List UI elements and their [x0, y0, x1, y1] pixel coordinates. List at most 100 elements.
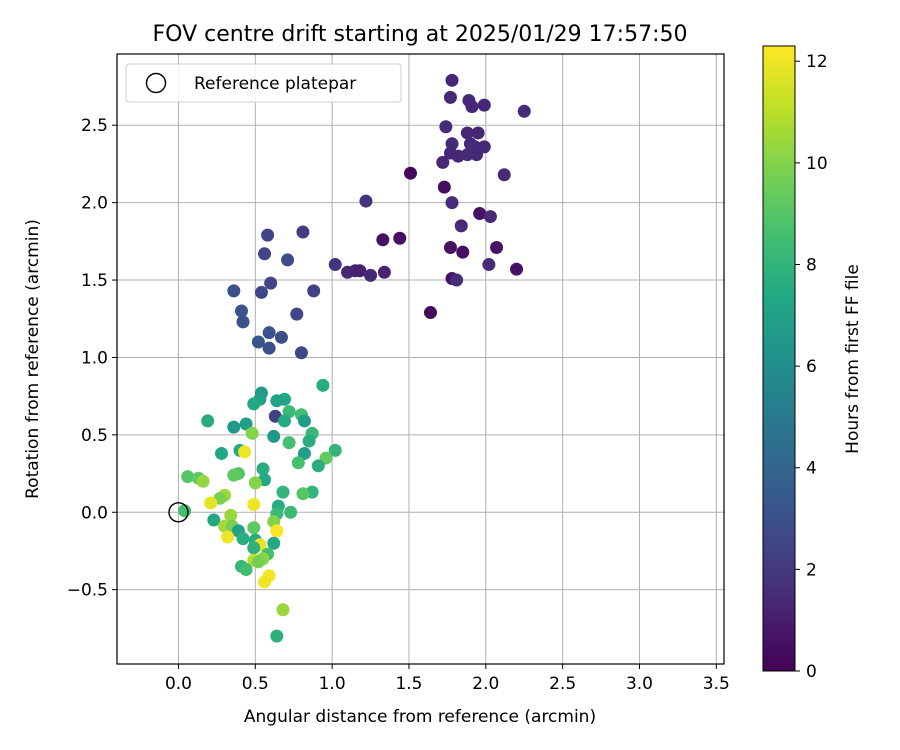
- data-point: [443, 241, 457, 255]
- data-point: [281, 253, 295, 267]
- data-point: [297, 414, 311, 428]
- data-point: [258, 247, 272, 261]
- data-point: [353, 264, 367, 278]
- y-tick-label: 2.0: [81, 194, 108, 214]
- y-axis-ticks: −0.5 0.0 0.5 1.0 1.5 2.0 2.5: [67, 116, 117, 601]
- data-point: [227, 284, 241, 298]
- data-point: [436, 155, 450, 169]
- data-point: [456, 245, 470, 259]
- data-point: [465, 100, 479, 114]
- data-point: [227, 420, 241, 434]
- x-tick-label: 3.5: [703, 674, 730, 694]
- colorbar: 0 2 4 6 8 10 12 Hours from first FF file: [762, 45, 863, 682]
- data-point: [256, 462, 270, 476]
- data-point: [276, 603, 290, 617]
- data-point: [274, 330, 288, 344]
- data-point: [294, 346, 308, 360]
- data-point: [270, 394, 284, 408]
- data-point: [196, 474, 210, 488]
- colorbar-ticks: 0 2 4 6 8 10 12: [795, 52, 828, 682]
- data-point: [248, 476, 262, 490]
- data-point: [296, 225, 310, 239]
- plot-frame: [116, 53, 725, 665]
- data-point: [262, 326, 276, 340]
- legend-marker-reference: [145, 72, 167, 94]
- x-tick-label: 0.5: [242, 674, 269, 694]
- data-points: [168, 73, 531, 643]
- data-point: [291, 456, 305, 470]
- data-point: [227, 468, 241, 482]
- data-point: [477, 98, 491, 112]
- data-point: [517, 104, 531, 118]
- y-tick-label: 0.0: [81, 503, 108, 523]
- data-point: [239, 417, 253, 431]
- data-point: [423, 306, 437, 320]
- x-tick-label: 0.0: [165, 674, 192, 694]
- data-point: [276, 485, 290, 499]
- chart-title: FOV centre drift starting at 2025/01/29 …: [153, 22, 688, 47]
- data-point: [270, 524, 284, 538]
- data-point: [510, 262, 524, 276]
- data-point: [359, 194, 373, 208]
- data-point: [247, 498, 261, 512]
- data-point: [258, 575, 272, 589]
- data-point: [224, 508, 238, 522]
- data-point: [497, 168, 511, 182]
- data-point: [393, 231, 407, 245]
- data-point: [473, 206, 487, 220]
- y-tick-label: 0.5: [81, 426, 108, 446]
- y-tick-label: 1.5: [81, 271, 108, 291]
- x-tick-label: 2.0: [472, 674, 499, 694]
- x-tick-label: 3.0: [626, 674, 653, 694]
- legend-box: [125, 63, 402, 103]
- data-point: [278, 414, 292, 428]
- legend: Reference platepar: [125, 63, 402, 103]
- y-tick-label: 2.5: [81, 116, 108, 136]
- data-point: [490, 241, 504, 255]
- data-point: [470, 148, 484, 162]
- data-point: [307, 284, 321, 298]
- data-point: [261, 228, 275, 242]
- data-point: [471, 126, 485, 140]
- data-point: [247, 397, 261, 411]
- data-point: [450, 273, 464, 287]
- data-point: [234, 304, 248, 318]
- data-point: [214, 446, 228, 460]
- grid: [117, 54, 724, 664]
- y-tick-label: 1.0: [81, 348, 108, 368]
- data-point: [264, 276, 278, 290]
- data-point: [437, 180, 451, 194]
- data-point: [251, 555, 265, 569]
- data-point: [267, 429, 281, 443]
- colorbar-gradient: [762, 45, 796, 672]
- data-point: [376, 233, 390, 247]
- data-point: [207, 513, 221, 527]
- data-point: [236, 315, 250, 329]
- data-point: [247, 521, 261, 535]
- data-point: [316, 378, 330, 392]
- y-tick-label: −0.5: [67, 581, 108, 601]
- data-point: [297, 446, 311, 460]
- data-point: [238, 445, 252, 459]
- data-point: [282, 436, 296, 450]
- x-axis-ticks: 0.0 0.5 1.0 1.5 2.0 2.5 3.0 3.5: [165, 664, 730, 694]
- data-point: [296, 487, 310, 501]
- data-point: [221, 530, 235, 544]
- colorbar-tick-label: 6: [806, 357, 817, 377]
- data-point: [445, 196, 459, 210]
- colorbar-tick-label: 12: [806, 52, 828, 72]
- data-point: [454, 219, 468, 233]
- x-axis-label: Angular distance from reference (arcmin): [244, 707, 596, 727]
- data-point: [204, 496, 218, 510]
- data-point: [302, 434, 316, 448]
- data-point: [247, 541, 261, 555]
- data-point: [262, 341, 276, 355]
- colorbar-tick-label: 10: [806, 154, 828, 174]
- data-point: [239, 563, 253, 577]
- legend-label-reference: Reference platepar: [194, 74, 356, 94]
- data-point: [181, 470, 195, 484]
- data-point: [178, 504, 192, 518]
- data-point: [311, 459, 325, 473]
- data-point: [404, 166, 418, 180]
- data-point: [254, 285, 268, 299]
